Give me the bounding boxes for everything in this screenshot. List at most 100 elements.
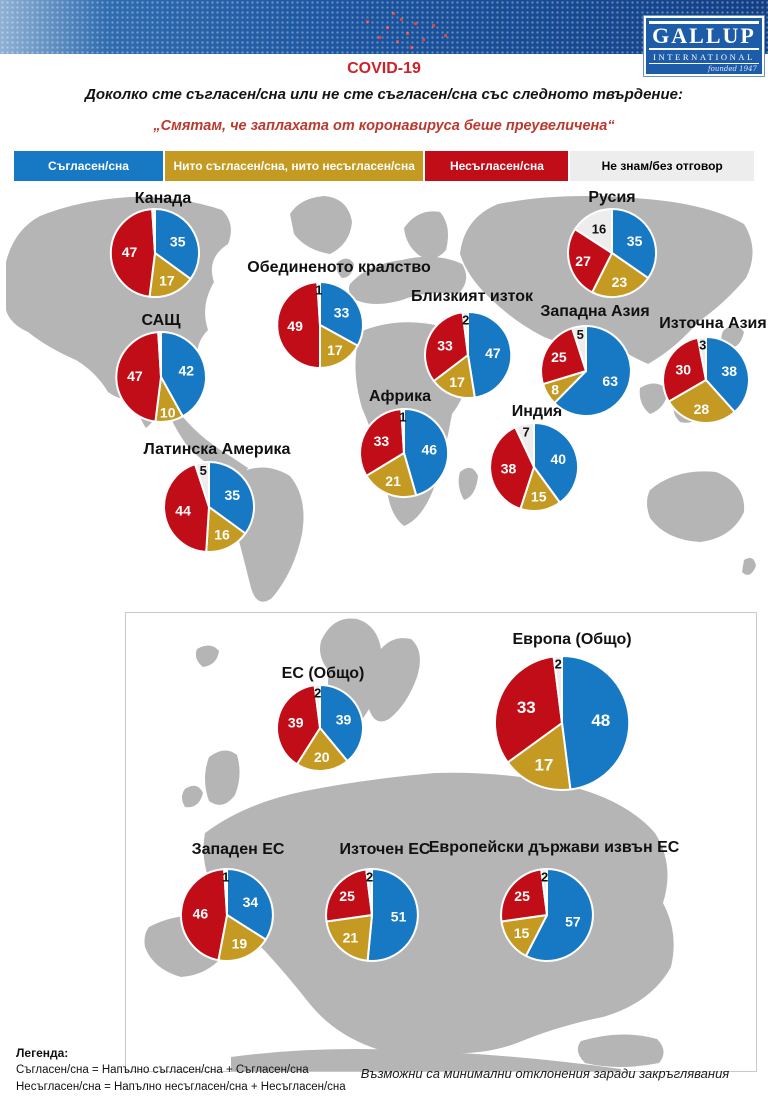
slice-dk-uk: [316, 281, 321, 326]
pie-western-eu: Западен ЕС 34 19 46 1: [180, 841, 285, 962]
region-label-eastern-eu: Източен ЕС: [340, 841, 431, 858]
value-neither-usa: 10: [160, 404, 176, 420]
pie-eu-total: ЕС (Общо) 39 20 39 2: [276, 665, 365, 772]
europe-landmass-shape: [203, 772, 674, 1056]
europe-landmass-shape: [195, 645, 219, 667]
gallup-logo-name: GALLUP: [649, 21, 759, 50]
value-neither-eastern-eu: 21: [343, 930, 359, 946]
legend-item-disagree: Несъгласен/сна: [425, 151, 571, 181]
slice-disagree-russia: [567, 228, 613, 294]
value-agree-uk: 33: [334, 304, 350, 320]
gallup-logo-founded: founded 1947: [708, 65, 757, 73]
slice-dk-eastern-eu: [365, 868, 373, 916]
value-neither-west-asia: 8: [551, 382, 559, 398]
slice-agree-eu-total: [319, 684, 364, 763]
value-dk-russia: 16: [592, 222, 606, 237]
value-disagree-europe-total: 33: [517, 698, 536, 717]
slice-dk-west-asia: [571, 325, 587, 372]
slice-dk-non-eu: [540, 868, 548, 916]
slice-dk-canada: [151, 208, 156, 254]
header-map-dots: [392, 12, 395, 15]
value-disagree-eastern-eu: 25: [339, 888, 355, 904]
value-neither-canada: 17: [159, 273, 175, 289]
slice-disagree-india: [489, 426, 535, 510]
pie-europe-total: Европа (Общо) 48 17 33 2: [494, 631, 632, 792]
value-neither-western-eu: 19: [232, 936, 248, 952]
pie-non-eu: Европейски държави извън ЕС 57 15 25 2: [429, 839, 680, 962]
pie-africa: Африка 46 21 33 1: [359, 388, 450, 498]
value-disagree-russia: 27: [575, 253, 591, 269]
slice-disagree-eastern-eu: [325, 868, 373, 923]
slice-dk-africa: [400, 408, 405, 454]
slice-dk-europe-total: [552, 654, 563, 724]
gallup-logo: GALLUP INTERNATIONAL founded 1947: [644, 16, 764, 76]
slice-dk-russia: [574, 208, 613, 254]
slice-disagree-africa: [359, 408, 405, 477]
value-neither-middle-east: 17: [449, 374, 465, 390]
slice-agree-africa: [403, 407, 450, 497]
pie-usa: САЩ 42 10 47: [115, 312, 207, 423]
value-disagree-uk: 49: [287, 318, 303, 334]
value-agree-latin-america: 35: [225, 487, 241, 503]
value-dk-west-asia: 5: [577, 327, 584, 342]
value-dk-non-eu: 2: [541, 870, 548, 885]
world-landmass-shape: [742, 558, 756, 575]
value-dk-western-eu: 1: [222, 870, 229, 885]
rounding-note: Възможни са минимални отклонения заради …: [360, 1066, 730, 1081]
slice-agree-canada: [154, 208, 201, 280]
value-agree-non-eu: 57: [565, 913, 581, 929]
value-dk-middle-east: 2: [462, 313, 469, 328]
value-neither-russia: 23: [612, 274, 628, 290]
slice-disagree-non-eu: [500, 868, 548, 923]
region-label-usa: САЩ: [141, 312, 181, 329]
pie-west-asia: Западна Азия 63 8 25 5: [540, 303, 650, 417]
value-agree-eu-total: 39: [336, 712, 352, 728]
slice-neither-east-asia: [667, 379, 736, 424]
survey-statement: „Смятам, че заплахата от коронавируса бе…: [153, 118, 615, 134]
slice-dk-india: [514, 422, 535, 468]
value-agree-africa: 46: [422, 441, 438, 457]
footer-legend: Легенда: Съгласен/сна = Напълно съгласен…: [16, 1046, 768, 1098]
europe-map-chart: ЕС (Общо) 39 20 39 2 Европа (Общо) 48 17 33 2 Запа…: [144, 618, 680, 1071]
value-disagree-middle-east: 33: [437, 337, 453, 353]
region-label-middle-east: Близкият изток: [411, 288, 534, 305]
slice-agree-latin-america: [208, 461, 256, 535]
pie-eastern-eu: Източен ЕС 51 21 25 2: [325, 841, 431, 962]
pie-latin-america: Латинска Америка 35 16 44 5: [144, 441, 291, 553]
value-agree-india: 40: [551, 451, 567, 467]
slice-dk-western-eu: [223, 868, 228, 916]
slice-neither-eastern-eu: [325, 914, 373, 962]
slice-dk-eu-total: [313, 683, 321, 729]
slice-agree-eastern-eu: [366, 868, 419, 962]
region-label-latin-america: Латинска Америка: [144, 441, 291, 458]
value-disagree-western-eu: 46: [193, 905, 209, 921]
region-label-canada: Канада: [135, 190, 192, 207]
region-label-eu-total: ЕС (Общо): [282, 665, 365, 682]
slice-disagree-uk: [276, 281, 321, 369]
value-disagree-latin-america: 44: [175, 502, 191, 518]
slice-neither-russia: [591, 252, 650, 299]
slice-dk-east-asia: [696, 336, 707, 381]
value-disagree-india: 38: [501, 461, 517, 477]
value-neither-india: 15: [531, 489, 547, 505]
value-neither-africa: 21: [385, 473, 401, 489]
gallup-logo-subtitle: INTERNATIONAL: [649, 50, 759, 64]
world-landmass-shape: [458, 467, 478, 500]
header-band: [0, 0, 768, 54]
value-agree-eastern-eu: 51: [391, 908, 407, 924]
slice-disagree-west-asia: [540, 327, 587, 386]
value-disagree-east-asia: 30: [676, 362, 692, 378]
world-landmass-shape: [639, 383, 668, 414]
region-label-east-asia: Източна Азия: [659, 315, 766, 332]
region-label-russia: Русия: [588, 189, 635, 206]
pie-india: Индия 40 15 38 7: [489, 403, 580, 512]
slice-neither-africa: [365, 452, 418, 498]
value-dk-europe-total: 2: [555, 657, 562, 672]
slice-neither-western-eu: [217, 914, 267, 962]
pie-middle-east: Близкият изток 47 17 33 2: [411, 288, 534, 399]
slice-dk-middle-east: [461, 310, 469, 356]
slice-agree-usa: [160, 331, 207, 418]
value-neither-europe-total: 17: [534, 755, 553, 774]
world-landmass-shape: [336, 258, 354, 278]
